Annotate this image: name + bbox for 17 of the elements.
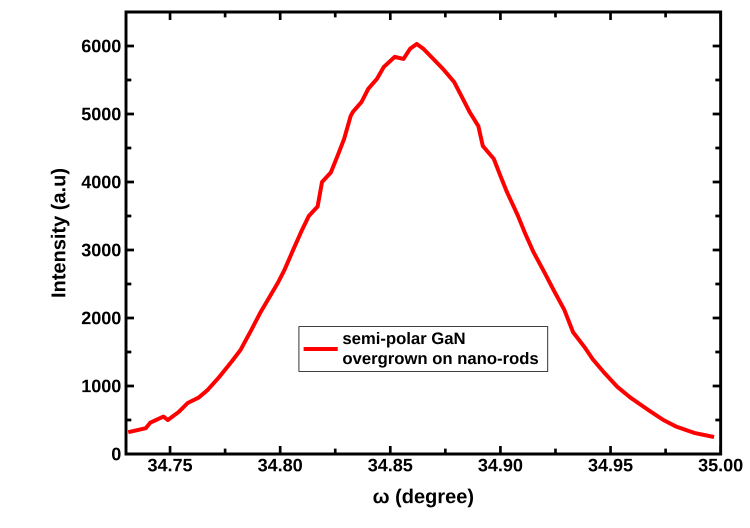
y-tick-label: 1000 (82, 380, 121, 392)
x-tick-label: 34.95 (588, 458, 633, 472)
y-axis-title: Intensity (a.u) (50, 168, 70, 297)
x-axis-title: ω (degree) (373, 488, 473, 508)
x-tick-label: 34.90 (478, 458, 522, 472)
y-tick-label: 0 (112, 448, 121, 460)
x-tick-label: 34.80 (258, 458, 302, 472)
y-tick-label: 2000 (82, 312, 121, 324)
y-tick-label: 6000 (82, 40, 121, 52)
x-tick-label: 34.75 (148, 458, 192, 472)
x-tick-label: 34.85 (368, 458, 412, 472)
legend-label: semi-polar GaN overgrown on nano-rods (342, 332, 538, 368)
y-tick-label: 5000 (82, 108, 121, 120)
y-tick-label: 3000 (82, 244, 121, 256)
line-series (126, 42, 716, 439)
y-tick-label: 4000 (82, 176, 121, 188)
x-tick-label: 35.00 (698, 458, 742, 472)
